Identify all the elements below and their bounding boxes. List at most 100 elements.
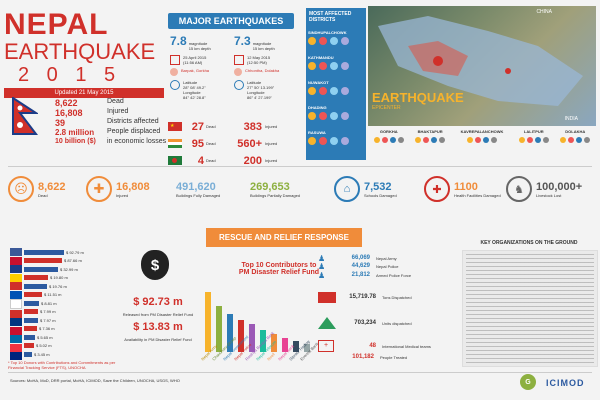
top10-chart [203, 280, 315, 370]
impact-value: 7,532 [364, 180, 392, 193]
eq-magnitude: 7.8 [170, 34, 187, 48]
donor-bar-label: $ 11.51 m [44, 292, 62, 298]
livestock-icon: ♞ [506, 176, 532, 202]
donor-bar-chart: $ 92.79 m $ 87.66 m $ 32.99 m $ 19.80 m … [10, 248, 90, 360]
affected-heading: MOST AFFECTED DISTRICTS [309, 11, 352, 23]
country-injured-label: Injured [265, 124, 278, 129]
money-bag-icon: $ [141, 250, 169, 280]
eq-lon: 84° 42' 28.8" [183, 95, 206, 100]
impact-label: Injured [116, 192, 129, 198]
police-icon: ♟ [318, 261, 326, 271]
donor-bar-label: $ 32.99 m [60, 266, 78, 272]
hospital-icon: ✚ [424, 176, 450, 202]
response-label: Units dispatched [382, 320, 412, 326]
stat-value: 10 billion ($) [55, 138, 96, 145]
donor-bar-label: $ 8.81 m [41, 300, 57, 306]
response-label: Armed Police Force [376, 272, 412, 278]
stat-value: 8,622 [55, 98, 78, 108]
eq-lon-label: Longitude [247, 90, 265, 95]
impact-value: 16,808 [116, 180, 150, 193]
response-label: People Treated [380, 354, 408, 360]
donor-note: * Top 10 Donors with Contributions and C… [8, 360, 116, 370]
eq-depth: 15 km depth [252, 46, 275, 51]
top10-heading-1: Top 10 Contributors to [241, 262, 317, 269]
globe-icon [234, 80, 244, 90]
funds-released: $ 92.73 m [133, 296, 183, 308]
response-value: 44,629 [351, 263, 370, 269]
eq-place: Chhontha, Dolakha [245, 68, 280, 73]
countries-table: ★ 27 Dead 383 Injured 95 Dead 560+ Injur… [168, 118, 303, 169]
district-icons [308, 87, 366, 95]
funds-block: $ 92.73 m Released from PM Disaster Reli… [122, 296, 194, 342]
title-line1: NEPAL [4, 8, 109, 41]
top10-bar [205, 292, 211, 352]
eq-lat: 28° 08' 49.2" [183, 85, 206, 90]
impact-row: ☹ 8,622 Dead ✚ 16,808 Injured 491,620 Build… [8, 176, 596, 202]
affected-map[interactable]: CHINA EARTHQUAKE EPICENTER INDIA [368, 6, 596, 126]
top10-bar [271, 334, 277, 352]
response-value: 21,812 [351, 272, 370, 278]
response-list: ♟ 66,069 Nepal Army ♟ 44,629 Nepal Police ♟ 2… [318, 254, 453, 362]
globe-icon [170, 80, 180, 90]
impact-item: 269,653 Buildings Partially Damaged [250, 181, 330, 198]
donor-bar [24, 300, 39, 306]
eq-lon: 86° 4' 27.199" [247, 95, 272, 100]
district-item: GORKHA [368, 129, 409, 143]
top10-bar [216, 306, 222, 352]
bangladesh-flag-icon [168, 156, 182, 165]
top10-bar [304, 344, 310, 352]
district-icons [308, 37, 366, 45]
district-name: LALITPUR [523, 129, 544, 134]
eq-place: Barpak, Gorkha [181, 68, 210, 73]
impact-value: 1100 [454, 180, 478, 193]
donor-bar [24, 334, 35, 340]
district-name: SINDHUPALCHOWK [308, 30, 347, 35]
donor-bar-label: $ 19.76 m [49, 283, 67, 289]
response-label: Tons Dispatched [382, 294, 412, 300]
tent-icon [318, 317, 336, 329]
stat-label: Injured [107, 108, 129, 115]
district-item: BHAKTAPUR [409, 129, 450, 143]
response-value: 101,182 [352, 354, 374, 360]
funds-available: $ 13.83 m [133, 321, 183, 333]
eq-lat-label: Latitude [183, 80, 198, 85]
army-icon: ♟ [318, 253, 326, 263]
eq-depth: 15 km depth [188, 46, 211, 51]
map-country-bottom: INDIA [564, 116, 578, 122]
truck-icon [318, 291, 336, 303]
country-injured: 383 [243, 120, 262, 133]
district-item: LALITPUR [513, 129, 554, 143]
footer-divider [8, 372, 592, 373]
response-label: Nepal Army [376, 255, 397, 261]
bottom-districts: GORKHA BHAKTAPUR KAVREPALANCHOWK LALITPU… [368, 129, 596, 143]
china-flag-icon: ★ [168, 122, 182, 131]
response-value: 15,719.78 [349, 294, 376, 300]
top10-bar [293, 341, 299, 352]
stat-value: 16,808 [55, 108, 83, 118]
donor-bar [24, 275, 48, 281]
district-item: DOLAKHA [555, 129, 596, 143]
donor-flags [10, 248, 22, 360]
district-item: NUWAKOT [308, 80, 366, 105]
district-item: SINDHUPALCHOWK [308, 30, 366, 55]
country-injured-label: Injured [265, 158, 278, 163]
district-list: SINDHUPALCHOWK KATHMANDU NUWAKOT DHADING… [308, 30, 366, 155]
top10-bar [249, 324, 255, 352]
district-name: BHAKTAPUR [417, 129, 443, 134]
impact-divider [8, 166, 592, 167]
impact-item: 8,622 Dead [38, 181, 82, 198]
district-name: NUWAKOT [308, 80, 329, 85]
donor-bar [24, 343, 34, 349]
donor-bars: $ 92.79 m $ 87.66 m $ 32.99 m $ 19.80 m … [24, 248, 90, 359]
funds-released-label: Released from PM Disaster Relief Fund [122, 312, 194, 317]
district-icons [308, 62, 366, 70]
response-label: Nepal Police [376, 263, 399, 269]
district-name: KAVREPALANCHOWK [460, 129, 504, 134]
top10-heading: Top 10 Contributors to PM Disaster Relie… [224, 262, 334, 276]
district-item: RASUWA [308, 130, 366, 155]
impact-label: Schools Damaged [364, 192, 397, 198]
footer-logo: ICIMOD [546, 378, 585, 388]
eq-date: 12 May 2015 [247, 55, 271, 60]
top10-bar [282, 338, 288, 352]
rescue-heading: RESCUE AND RELIEF RESPONSE [206, 228, 362, 247]
